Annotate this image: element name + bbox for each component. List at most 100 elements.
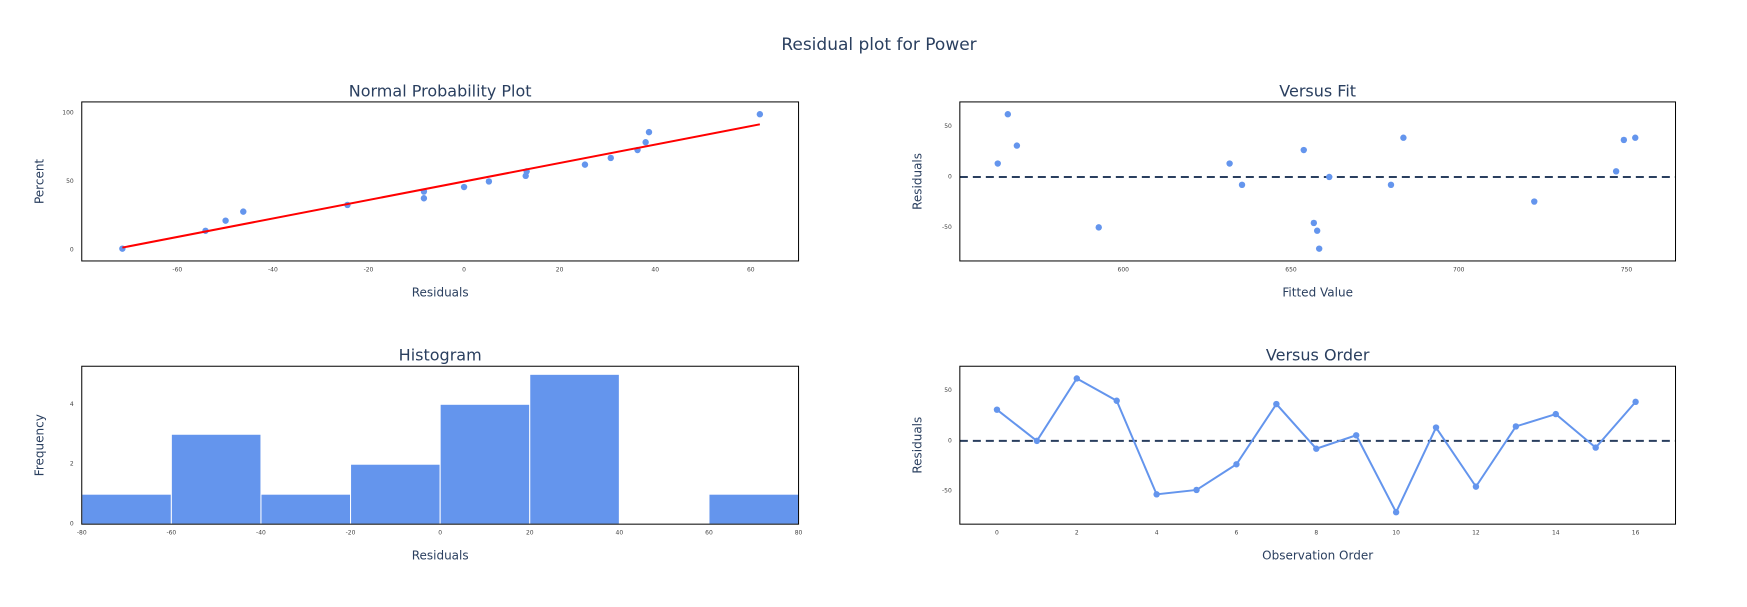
point bbox=[1193, 486, 1200, 494]
point bbox=[1512, 423, 1520, 430]
y-tick-label: 0 bbox=[70, 521, 74, 528]
point bbox=[1033, 437, 1041, 445]
point bbox=[1113, 397, 1120, 404]
point bbox=[1073, 375, 1080, 382]
point bbox=[1238, 181, 1246, 189]
point bbox=[1352, 432, 1360, 439]
x-tick-label: 750 bbox=[1621, 266, 1633, 273]
x-tick-label: 700 bbox=[1453, 266, 1465, 273]
y-axis-label: Residuals bbox=[910, 417, 924, 474]
y-tick-label: -50 bbox=[942, 488, 952, 495]
x-tick-label: 20 bbox=[526, 530, 534, 537]
y-tick-label: 4 bbox=[70, 401, 74, 408]
point bbox=[222, 217, 229, 224]
x-axis-label: Observation Order bbox=[1262, 549, 1373, 563]
x-tick-label: -40 bbox=[256, 530, 266, 537]
y-tick-label: 0 bbox=[948, 437, 952, 444]
y-tick-label: 2 bbox=[70, 461, 74, 468]
point bbox=[420, 195, 428, 202]
point bbox=[1326, 173, 1333, 181]
y-tick-label: 50 bbox=[944, 123, 952, 130]
point bbox=[1313, 445, 1320, 452]
point bbox=[1632, 398, 1639, 406]
point bbox=[1233, 461, 1240, 468]
x-tick-label: 6 bbox=[1235, 530, 1239, 537]
plot-frame bbox=[959, 101, 1677, 262]
x-tick-label: 40 bbox=[616, 530, 624, 537]
point bbox=[1552, 410, 1559, 418]
x-tick-label: 2 bbox=[1075, 530, 1079, 537]
point bbox=[1432, 424, 1440, 431]
bar bbox=[439, 403, 531, 525]
bar bbox=[350, 463, 441, 525]
point bbox=[1310, 219, 1318, 227]
point bbox=[1612, 168, 1620, 175]
point bbox=[1153, 491, 1160, 498]
x-tick-label: 20 bbox=[556, 266, 564, 273]
point bbox=[1273, 400, 1280, 408]
point bbox=[993, 406, 1001, 413]
point bbox=[1620, 136, 1628, 144]
point bbox=[485, 178, 493, 185]
y-axis-label: Residuals bbox=[910, 153, 924, 210]
y-tick-label: 0 bbox=[70, 246, 74, 253]
y-tick-label: -50 bbox=[942, 224, 952, 231]
x-axis-label: Fitted Value bbox=[1282, 285, 1353, 299]
x-tick-label: 80 bbox=[795, 530, 803, 537]
x-axis-label: Residuals bbox=[412, 285, 469, 299]
subplot-title: Versus Fit bbox=[1279, 81, 1356, 100]
x-tick-label: 16 bbox=[1632, 530, 1640, 537]
point bbox=[756, 111, 764, 118]
y-tick-label: 100 bbox=[62, 110, 74, 117]
x-tick-label: 14 bbox=[1552, 530, 1560, 537]
x-tick-label: -80 bbox=[77, 530, 87, 537]
y-tick-label: 50 bbox=[944, 387, 952, 394]
x-tick-label: -20 bbox=[364, 266, 374, 273]
point bbox=[1400, 134, 1407, 141]
y-axis-label: Frequency bbox=[32, 414, 46, 476]
x-tick-label: 8 bbox=[1314, 530, 1318, 537]
point bbox=[240, 208, 247, 215]
point bbox=[1313, 227, 1321, 234]
plot-frame bbox=[81, 101, 800, 262]
point bbox=[1387, 181, 1395, 189]
x-tick-label: 0 bbox=[995, 530, 999, 537]
point bbox=[1632, 134, 1639, 141]
point bbox=[1004, 111, 1012, 118]
point bbox=[1315, 245, 1323, 252]
x-tick-label: -60 bbox=[166, 530, 176, 537]
point bbox=[1300, 146, 1307, 154]
subplot-title: Histogram bbox=[399, 346, 482, 365]
point bbox=[1531, 198, 1538, 205]
x-axis-label: Residuals bbox=[412, 549, 469, 563]
bar bbox=[170, 433, 262, 525]
point bbox=[1392, 509, 1400, 516]
plot-frame bbox=[81, 365, 800, 525]
point bbox=[460, 183, 468, 191]
subplot-title: Normal Probability Plot bbox=[349, 81, 532, 100]
bar bbox=[260, 493, 352, 525]
subplot-title: Versus Order bbox=[1266, 346, 1370, 365]
series-line bbox=[996, 377, 1637, 515]
x-tick-label: -60 bbox=[172, 266, 182, 273]
x-tick-label: 60 bbox=[747, 266, 755, 273]
point bbox=[1472, 483, 1480, 490]
point bbox=[1592, 444, 1599, 451]
x-tick-label: 40 bbox=[651, 266, 659, 273]
point bbox=[642, 139, 649, 146]
bar bbox=[81, 493, 172, 525]
x-tick-label: 0 bbox=[462, 266, 466, 273]
point bbox=[994, 160, 1001, 167]
plot-frame bbox=[959, 365, 1677, 525]
y-tick-label: 0 bbox=[948, 173, 952, 180]
bar bbox=[708, 493, 800, 525]
bar bbox=[529, 373, 620, 525]
x-tick-label: 0 bbox=[438, 530, 442, 537]
point bbox=[1013, 142, 1021, 149]
fit-line bbox=[122, 123, 761, 249]
x-tick-label: 12 bbox=[1472, 530, 1480, 537]
point bbox=[1095, 224, 1102, 231]
x-tick-label: 10 bbox=[1392, 530, 1400, 537]
